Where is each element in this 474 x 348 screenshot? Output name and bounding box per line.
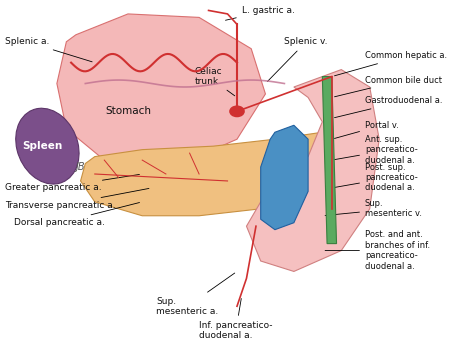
Text: Splenic a.: Splenic a. [5,37,92,62]
Text: Splenic v.: Splenic v. [267,37,328,81]
Text: Portal v.: Portal v. [335,121,399,139]
Circle shape [230,106,244,117]
Text: Ant. sup.
pancreatico-
duodenal a.: Ant. sup. pancreatico- duodenal a. [335,135,418,165]
Text: Sup.
mesenteric v.: Sup. mesenteric v. [325,199,422,219]
Text: L. gastric a.: L. gastric a. [226,6,295,20]
Text: Common hepatic a.: Common hepatic a. [335,51,447,76]
Text: Greater pancreatic a.: Greater pancreatic a. [5,174,139,192]
Text: Stomach: Stomach [105,106,151,116]
Text: Common bile duct: Common bile duct [335,76,442,97]
Text: Gastroduodenal a.: Gastroduodenal a. [335,96,443,118]
Polygon shape [261,125,308,230]
Ellipse shape [16,108,79,184]
Text: Sup.
mesenteric a.: Sup. mesenteric a. [156,273,235,316]
Text: JB: JB [76,162,85,172]
Text: Dorsal pancreatic a.: Dorsal pancreatic a. [14,203,139,227]
Polygon shape [57,14,265,167]
Polygon shape [246,70,379,271]
Text: Post. and ant.
branches of inf.
pancreatico-
duodenal a.: Post. and ant. branches of inf. pancreat… [325,230,430,271]
Text: Spleen: Spleen [23,141,63,151]
Text: Transverse pancreatic a.: Transverse pancreatic a. [5,188,149,210]
Text: Celiac
trunk: Celiac trunk [194,67,235,96]
Text: Post. sup.
pancreatico-
duodenal a.: Post. sup. pancreatico- duodenal a. [335,163,418,192]
Polygon shape [322,77,337,244]
Text: Inf. pancreatico-
duodenal a.: Inf. pancreatico- duodenal a. [199,299,273,340]
Polygon shape [81,132,341,216]
